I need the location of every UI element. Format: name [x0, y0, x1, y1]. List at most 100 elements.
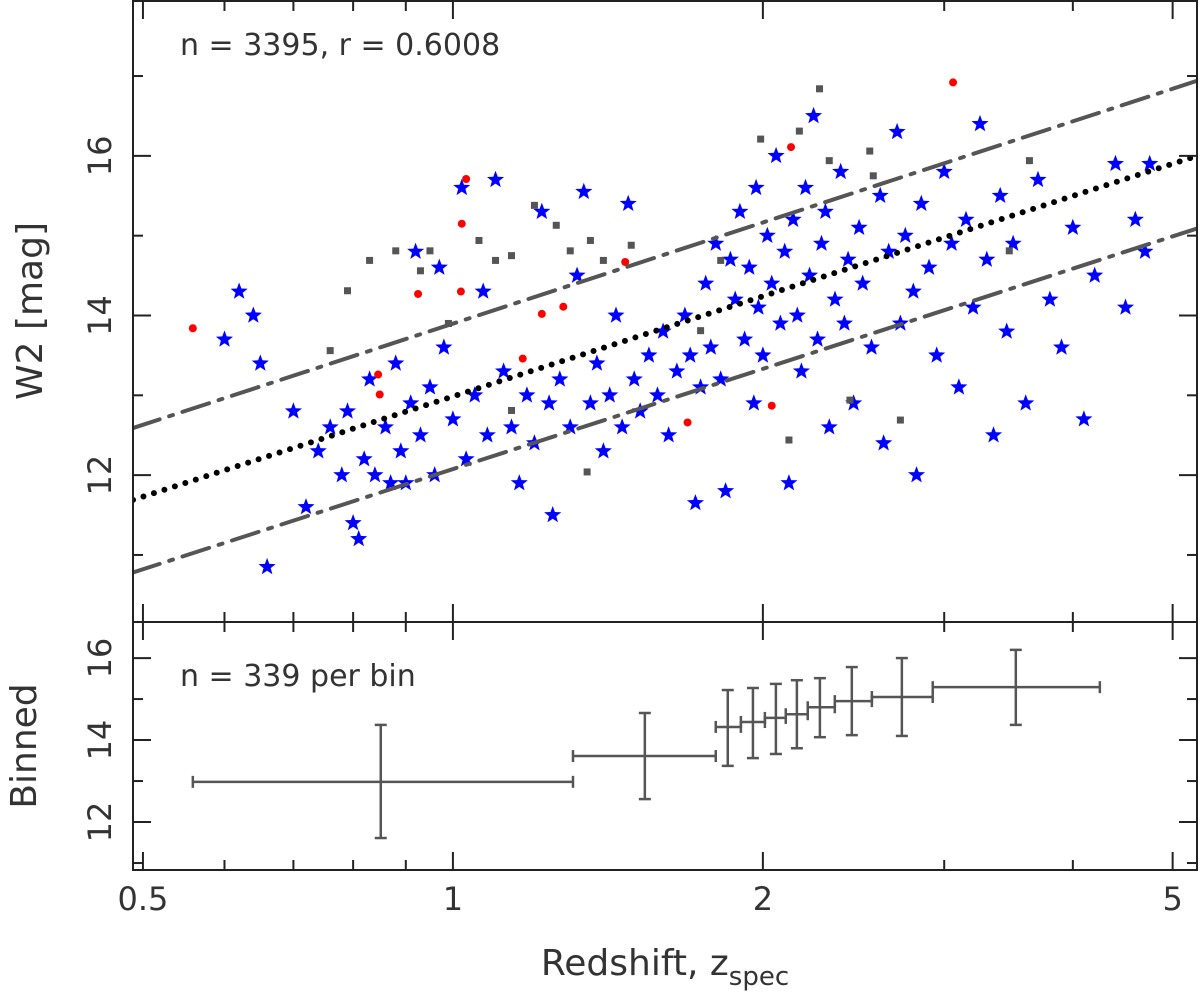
star-point — [845, 394, 863, 411]
star-point — [1136, 242, 1154, 259]
star-point — [350, 530, 368, 547]
square-point — [1025, 157, 1033, 165]
square-point — [1005, 247, 1013, 255]
star-point — [863, 338, 881, 355]
star-point — [668, 362, 686, 379]
star-point — [880, 242, 898, 259]
star-point — [1075, 410, 1093, 427]
square-point — [326, 347, 334, 355]
square-point — [846, 396, 854, 404]
star-point — [510, 474, 528, 491]
dot-point — [457, 219, 466, 228]
star-point — [430, 258, 448, 275]
dot-point — [375, 390, 384, 399]
star-point — [721, 250, 739, 267]
square-point — [896, 416, 904, 424]
star-point — [387, 354, 405, 371]
star-point — [660, 426, 678, 443]
star-point — [533, 202, 551, 219]
star-point — [1126, 210, 1144, 227]
star-point — [796, 178, 815, 196]
dot-point — [787, 143, 796, 152]
y-tick-label: 12 — [81, 802, 119, 843]
star-point — [561, 418, 579, 435]
square-point — [552, 221, 560, 229]
star-point — [812, 234, 830, 251]
panel: 12 14 16 — [81, 0, 1198, 623]
star-point — [943, 234, 961, 251]
star-point — [435, 338, 453, 355]
star-point — [215, 330, 233, 347]
square-point — [785, 436, 793, 444]
star-point — [928, 346, 946, 363]
star-point — [998, 322, 1016, 339]
star-point — [971, 114, 989, 132]
star-point — [776, 242, 794, 259]
star-point — [850, 218, 868, 235]
square-point — [866, 147, 874, 155]
star-point — [361, 370, 379, 387]
star-point — [985, 426, 1003, 443]
star-point — [978, 250, 996, 267]
star-point — [333, 466, 351, 483]
dot-point — [559, 302, 568, 311]
x-axis-label: Redshift, zspec — [541, 943, 789, 992]
star-point — [251, 354, 269, 371]
square-point — [475, 236, 483, 244]
star-point — [344, 514, 362, 531]
square-point — [795, 127, 803, 135]
star-point — [402, 394, 420, 411]
star-point — [1106, 154, 1124, 172]
x-tick-label: 5 — [1162, 880, 1182, 918]
annotation: n = 3395, r = 0.6008 — [180, 28, 500, 63]
star-point — [740, 258, 758, 275]
star-point — [871, 186, 889, 203]
star-point — [957, 210, 975, 227]
star-point — [338, 402, 357, 419]
star-point — [702, 338, 720, 355]
y-axis-label: W2 [mag] — [10, 222, 51, 400]
star-point — [411, 426, 429, 443]
y-tick-label: 16 — [81, 638, 119, 679]
star-point — [640, 346, 658, 363]
y-tick-label: 14 — [81, 295, 119, 336]
star-point — [392, 442, 410, 459]
star-point — [731, 202, 749, 219]
y-axis-label: Binned — [4, 683, 45, 808]
dot-point — [374, 370, 383, 379]
star-point — [321, 418, 339, 435]
star-point — [1086, 266, 1104, 283]
star-point — [745, 394, 763, 411]
star-point — [1029, 170, 1047, 188]
square-point — [366, 256, 374, 264]
star-point — [654, 322, 672, 339]
star-point — [244, 306, 262, 323]
square-point — [627, 241, 635, 249]
star-point — [758, 226, 776, 243]
star-point — [625, 370, 643, 387]
star-point — [453, 178, 471, 196]
star-point — [366, 466, 384, 483]
star-point — [780, 474, 798, 491]
star-point — [297, 498, 315, 515]
star-point — [407, 242, 425, 259]
star-point — [784, 210, 802, 227]
square-point — [416, 267, 424, 275]
plot-area — [191, 648, 1102, 840]
square-point — [344, 287, 352, 295]
x-axis-label-text: Redshift, z — [541, 943, 729, 984]
star-point — [792, 362, 810, 379]
star-point — [896, 226, 914, 243]
square-point — [492, 256, 500, 264]
star-point — [854, 274, 872, 291]
star-point — [935, 162, 953, 180]
square-point — [392, 247, 400, 255]
star-point — [801, 266, 819, 283]
star-point — [466, 386, 484, 403]
star-point — [613, 418, 631, 435]
star-point — [908, 466, 926, 483]
dot-point — [462, 174, 471, 183]
star-point — [912, 194, 930, 211]
star-point — [421, 378, 439, 395]
